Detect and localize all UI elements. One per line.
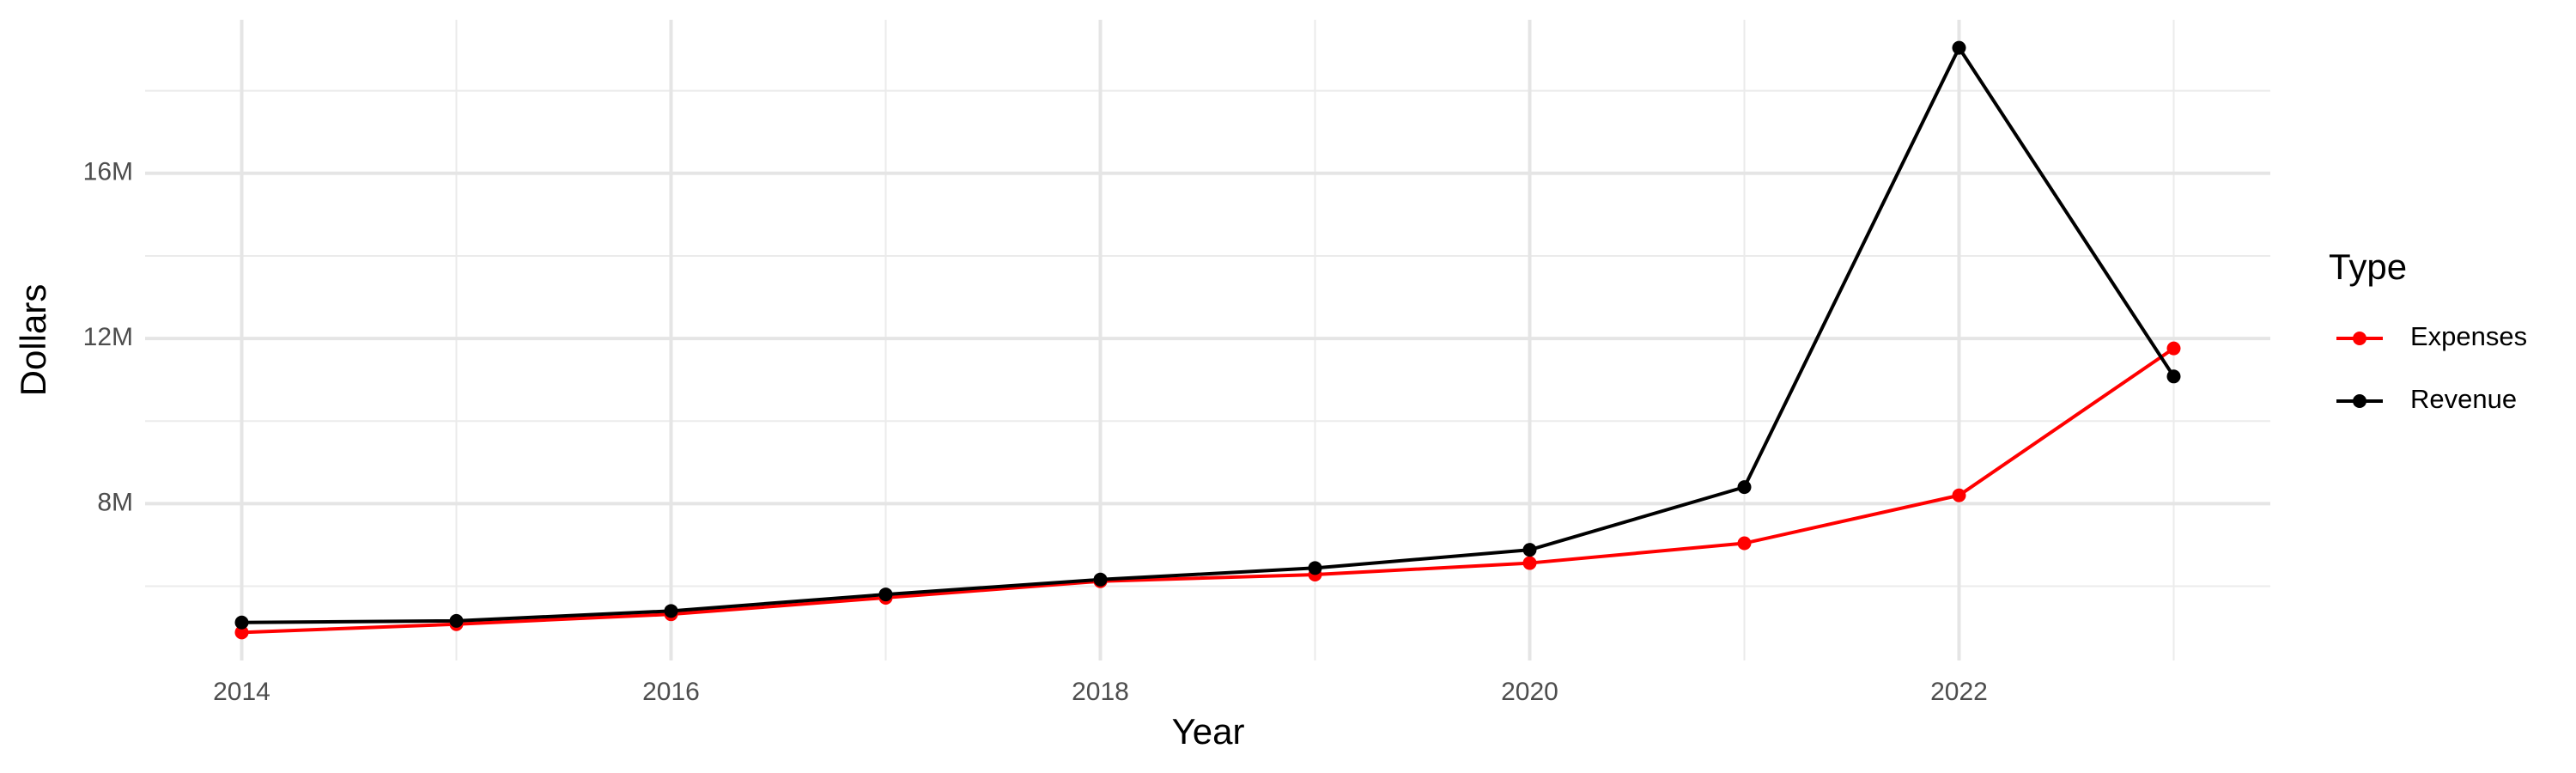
data-point <box>234 615 249 630</box>
x-tick-label: 2020 <box>1501 678 1558 706</box>
legend-label: Expenses <box>2410 321 2527 351</box>
data-point <box>1308 561 1322 575</box>
data-point <box>1522 556 1537 570</box>
data-point <box>234 625 249 640</box>
data-point <box>664 604 678 618</box>
x-tick-label: 2016 <box>642 678 700 706</box>
x-tick-label: 2014 <box>213 678 270 706</box>
legend-marker <box>2353 394 2366 408</box>
legend-marker <box>2353 332 2366 345</box>
x-tick-label: 2022 <box>1930 678 1988 706</box>
y-tick-label: 8M <box>97 488 133 516</box>
legend-title: Type <box>2329 247 2407 287</box>
y-tick-label: 16M <box>83 158 133 186</box>
x-axis-title: Year <box>1172 711 1245 752</box>
data-point <box>449 613 464 628</box>
data-point <box>878 587 893 602</box>
x-tick-label: 2018 <box>1072 678 1129 706</box>
y-tick-label: 12M <box>83 323 133 351</box>
legend-label: Revenue <box>2410 384 2517 414</box>
data-point <box>2166 369 2181 384</box>
data-point <box>1737 536 1752 551</box>
data-point <box>1737 480 1752 495</box>
series-line <box>241 44 2176 624</box>
data-point <box>1952 488 1966 502</box>
data-point <box>1093 572 1108 587</box>
grid <box>145 20 2270 660</box>
series-line <box>241 346 2175 635</box>
data-point <box>2166 341 2181 356</box>
data-point <box>1952 40 1966 55</box>
y-axis-title: Dollars <box>13 284 53 397</box>
data-point <box>1522 543 1537 557</box>
